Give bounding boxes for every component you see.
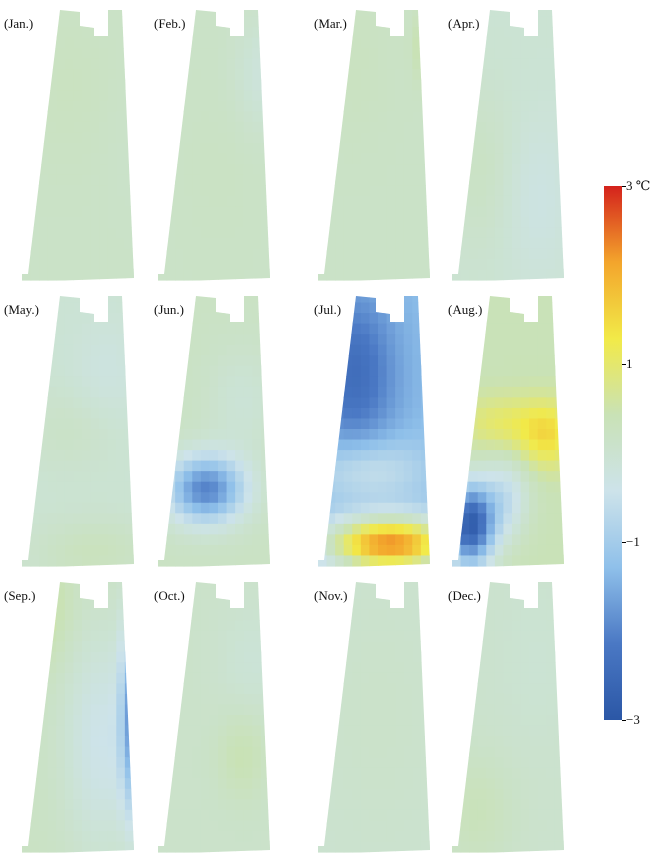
anomaly-map-jan: [22, 10, 134, 281]
panel-label: (Jun.): [154, 302, 184, 317]
panel-label: (Jan.): [4, 16, 34, 31]
panel-label: (Mar.): [314, 16, 347, 31]
map-panel-aug: (Aug.): [448, 292, 602, 577]
map-panel-jul: (Jul.): [314, 292, 468, 577]
colorbar-tick-label: 3 ℃: [626, 178, 650, 193]
panel-label: (Apr.): [448, 16, 480, 31]
map-panel-dec: (Dec.): [448, 578, 602, 863]
colorbar-tick-label: −3: [626, 712, 640, 727]
map-panel-apr: (Apr.): [448, 6, 602, 291]
anomaly-map-aug: [452, 296, 564, 567]
anomaly-map-dec: [452, 582, 564, 853]
panel-label: (Oct.): [154, 588, 185, 603]
colorbar-gradient: [604, 186, 622, 720]
anomaly-map-jun: [158, 296, 270, 567]
panel-label: (Dec.): [448, 588, 481, 603]
anomaly-map-jul: [318, 296, 430, 567]
map-panel-jun: (Jun.): [154, 292, 308, 577]
anomaly-map-nov: [318, 582, 430, 853]
colorbar-tick: [622, 542, 626, 543]
panel-label: (Feb.): [154, 16, 186, 31]
anomaly-map-feb: [158, 10, 270, 281]
panel-label: (May.): [4, 302, 39, 317]
colorbar-tick: [622, 364, 626, 365]
map-panel-feb: (Feb.): [154, 6, 308, 291]
colorbar-tick-label: 1: [626, 356, 633, 371]
anomaly-map-may: [22, 296, 134, 567]
anomaly-map-sep: [22, 582, 134, 853]
panel-label: (Nov.): [314, 588, 348, 603]
map-panel-mar: (Mar.): [314, 6, 468, 291]
map-panel-may: (May.): [4, 292, 172, 577]
anomaly-map-oct: [158, 582, 270, 853]
colorbar-tick-label: −1: [626, 534, 640, 549]
anomaly-map-apr: [452, 10, 564, 281]
map-panel-nov: (Nov.): [314, 578, 468, 863]
panel-label: (Aug.): [448, 302, 483, 317]
map-panel-sep: (Sep.): [4, 578, 172, 863]
colorbar: 3 ℃ 1 −1 −3: [604, 178, 650, 727]
panel-label: (Jul.): [314, 302, 342, 317]
panel-label: (Sep.): [4, 588, 36, 603]
map-panel-oct: (Oct.): [154, 578, 308, 863]
colorbar-tick: [622, 186, 626, 187]
colorbar-tick: [622, 720, 626, 721]
anomaly-map-mar: [318, 10, 430, 281]
map-panel-jan: (Jan.): [4, 6, 172, 291]
